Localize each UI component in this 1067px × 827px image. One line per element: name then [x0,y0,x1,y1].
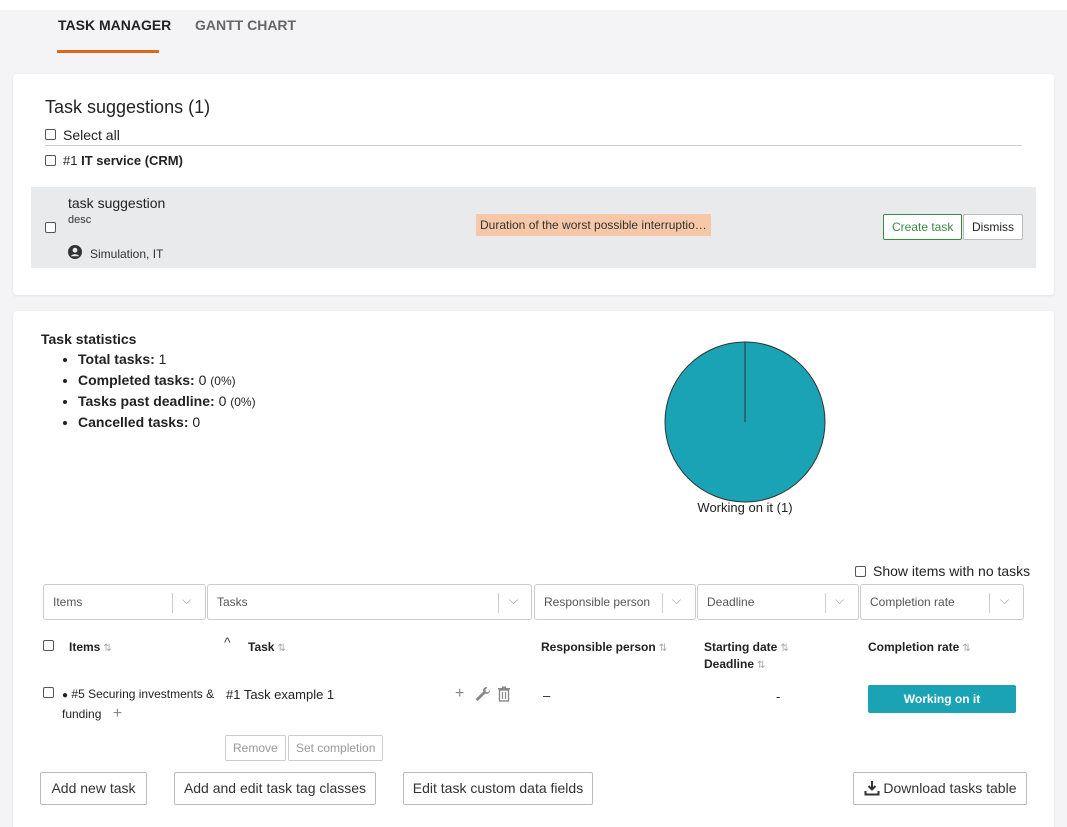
user-circle-icon [68,245,82,259]
task-suggestions-card: Task suggestions (1) Select all #1 IT se… [13,74,1054,295]
header-deadline[interactable]: Deadline ⇅ [704,657,766,671]
responsible-filter-select[interactable]: Responsible person ⌵ [534,584,696,620]
stat-completed: Completed tasks: 0 (0%) [78,372,256,388]
bullet-icon: ● [62,690,69,701]
sort-icon: ⇅ [757,660,766,671]
select-all-label: Select all [63,127,120,143]
create-task-button[interactable]: Create task [883,214,963,240]
tab-gantt-chart[interactable]: GANTT CHART [195,17,297,33]
active-tab-indicator [57,50,159,53]
suggestions-title: Task suggestions (1) [45,97,211,117]
header-responsible[interactable]: Responsible person ⇅ [541,640,668,654]
group-checkbox[interactable] [45,155,56,166]
dismiss-button[interactable]: Dismiss [963,214,1023,240]
header-task[interactable]: Task ⇅ [248,640,286,654]
select-all-checkbox[interactable] [45,129,56,140]
tag-classes-button[interactable]: Add and edit task tag classes [174,772,376,805]
add-icon[interactable]: + [112,705,123,722]
add-new-task-button[interactable]: Add new task [40,772,147,805]
sort-icon: ⇅ [103,643,112,654]
items-filter-select[interactable]: Items ⌵ [43,584,206,620]
group-title: #1 IT service (CRM) [63,153,183,168]
responsible-value: – [543,688,551,703]
chevron-down-icon: ⌵ [835,593,845,607]
trash-icon[interactable] [497,686,511,702]
top-bar [0,0,1067,10]
show-no-tasks-checkbox[interactable] [855,566,866,577]
stat-total: Total tasks: 1 [78,351,256,367]
header-completion-rate[interactable]: Completion rate ⇅ [868,640,971,654]
group-prefix: #1 [63,153,78,168]
chevron-down-icon: ⌵ [182,593,192,607]
chevron-down-icon: ⌵ [1000,593,1010,607]
task-row-checkbox[interactable] [43,687,54,698]
status-pie-chart [664,341,826,503]
download-icon [864,781,880,796]
show-no-tasks-label: Show items with no tasks [873,563,1031,579]
tab-task-manager[interactable]: TASK MANAGER [58,17,172,33]
tab-bar: TASK MANAGER GANTT CHART [0,10,1067,53]
remove-button[interactable]: Remove [225,735,286,761]
completion-filter-select[interactable]: Completion rate ⌵ [860,584,1024,620]
add-subtask-icon[interactable]: + [455,685,465,702]
stat-past-deadline: Tasks past deadline: 0 (0%) [78,393,256,409]
sort-icon: ⇅ [277,643,286,654]
sort-icon: ⇅ [962,643,971,654]
suggestion-checkbox[interactable] [45,222,56,233]
deadline-filter-select[interactable]: Deadline ⌵ [697,584,859,620]
chevron-down-icon: ⌵ [672,593,682,607]
stats-list: Total tasks: 1 Completed tasks: 0 (0%) T… [41,351,256,435]
tasks-filter-select[interactable]: Tasks ⌵ [207,584,532,620]
download-tasks-button[interactable]: Download tasks table [853,772,1027,805]
stats-title: Task statistics [41,331,137,347]
status-badge[interactable]: Working on it [868,685,1016,713]
divider [45,145,1022,146]
suggestion-title: task suggestion [68,195,166,211]
suggestion-desc: desc [68,214,92,226]
group-name: IT service (CRM) [81,153,183,168]
pie-label: Working on it (1) [697,500,793,515]
chevron-down-icon: ⌵ [509,593,519,607]
header-items[interactable]: Items ⇅ [69,640,112,654]
stat-cancelled: Cancelled tasks: 0 [78,414,256,430]
suggestion-row: task suggestion desc Simulation, IT Dura… [31,187,1036,268]
date-value: - [776,689,781,704]
select-all-tasks-checkbox[interactable] [43,640,54,651]
sort-icon: ⇅ [780,643,789,654]
task-name[interactable]: #1 Task example 1 [226,687,335,702]
suggestion-tag: Duration of the worst possible interrupt… [476,214,711,236]
header-starting-date[interactable]: Starting date ⇅ [704,640,789,654]
suggestion-people: Simulation, IT [90,247,164,261]
sort-up-chevron-icon[interactable]: ^ [224,634,231,650]
sort-icon: ⇅ [658,643,668,654]
custom-fields-button[interactable]: Edit task custom data fields [403,772,593,805]
set-completion-button[interactable]: Set completion [288,735,384,761]
task-item-cell: ● #5 Securing investments & funding + [62,687,215,722]
tasks-card: Task statistics Total tasks: 1 Completed… [13,311,1054,827]
wrench-icon[interactable] [475,686,491,702]
